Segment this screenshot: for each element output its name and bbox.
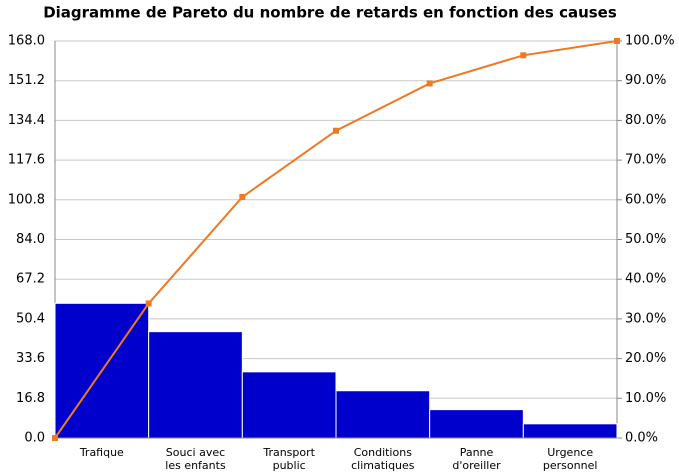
x-tick-label: Souci avec les enfants	[165, 446, 226, 472]
x-tick-label: Transport public	[263, 446, 315, 472]
bar	[335, 390, 431, 439]
y-tick-label: 16.8	[16, 391, 45, 406]
y-tick-label: 100.8	[8, 192, 45, 207]
bar	[148, 331, 243, 439]
y2-tick-label: 40.0%	[625, 272, 666, 287]
y-tick-label: 134.4	[8, 113, 45, 128]
y2-tick-label: 50.0%	[625, 232, 666, 247]
bar	[429, 409, 524, 439]
line-marker	[52, 435, 58, 441]
y2-tick-label: 30.0%	[625, 311, 666, 326]
line-marker	[426, 80, 433, 87]
y-tick-label: 117.6	[8, 153, 45, 168]
y2-tick-label: 10.0%	[625, 391, 666, 406]
y2-tick-label: 60.0%	[625, 192, 666, 207]
y2-tick-label: 100.0%	[625, 34, 675, 49]
x-tick-label: Trafique	[79, 446, 124, 459]
line-marker	[239, 194, 246, 201]
y-tick-label: 151.2	[8, 73, 45, 88]
y-tick-label: 168.0	[8, 34, 45, 49]
y2-tick-label: 90.0%	[625, 73, 666, 88]
y-tick-label: 84.0	[16, 232, 45, 247]
x-tick-label: Panne d'oreiller	[452, 446, 501, 472]
bar	[522, 423, 618, 439]
y2-tick-label: 70.0%	[625, 153, 666, 168]
line-marker	[614, 38, 620, 44]
y-tick-label: 67.2	[16, 272, 45, 287]
chart-title: Diagramme de Pareto du nombre de retards…	[43, 4, 617, 22]
bar	[241, 371, 337, 439]
line-marker	[145, 300, 152, 307]
y2-tick-label: 0.0%	[625, 431, 658, 446]
y-tick-label: 50.4	[16, 311, 45, 326]
line-marker	[333, 127, 339, 134]
y2-tick-label: 20.0%	[625, 351, 666, 366]
x-tick-label: Urgence personnel	[542, 446, 598, 472]
y-tick-label: 33.6	[16, 351, 45, 366]
y2-tick-label: 80.0%	[625, 113, 666, 128]
y-tick-label: 0.0	[24, 431, 45, 446]
line-marker	[520, 52, 527, 59]
x-tick-label: Conditions climatiques	[351, 446, 415, 472]
